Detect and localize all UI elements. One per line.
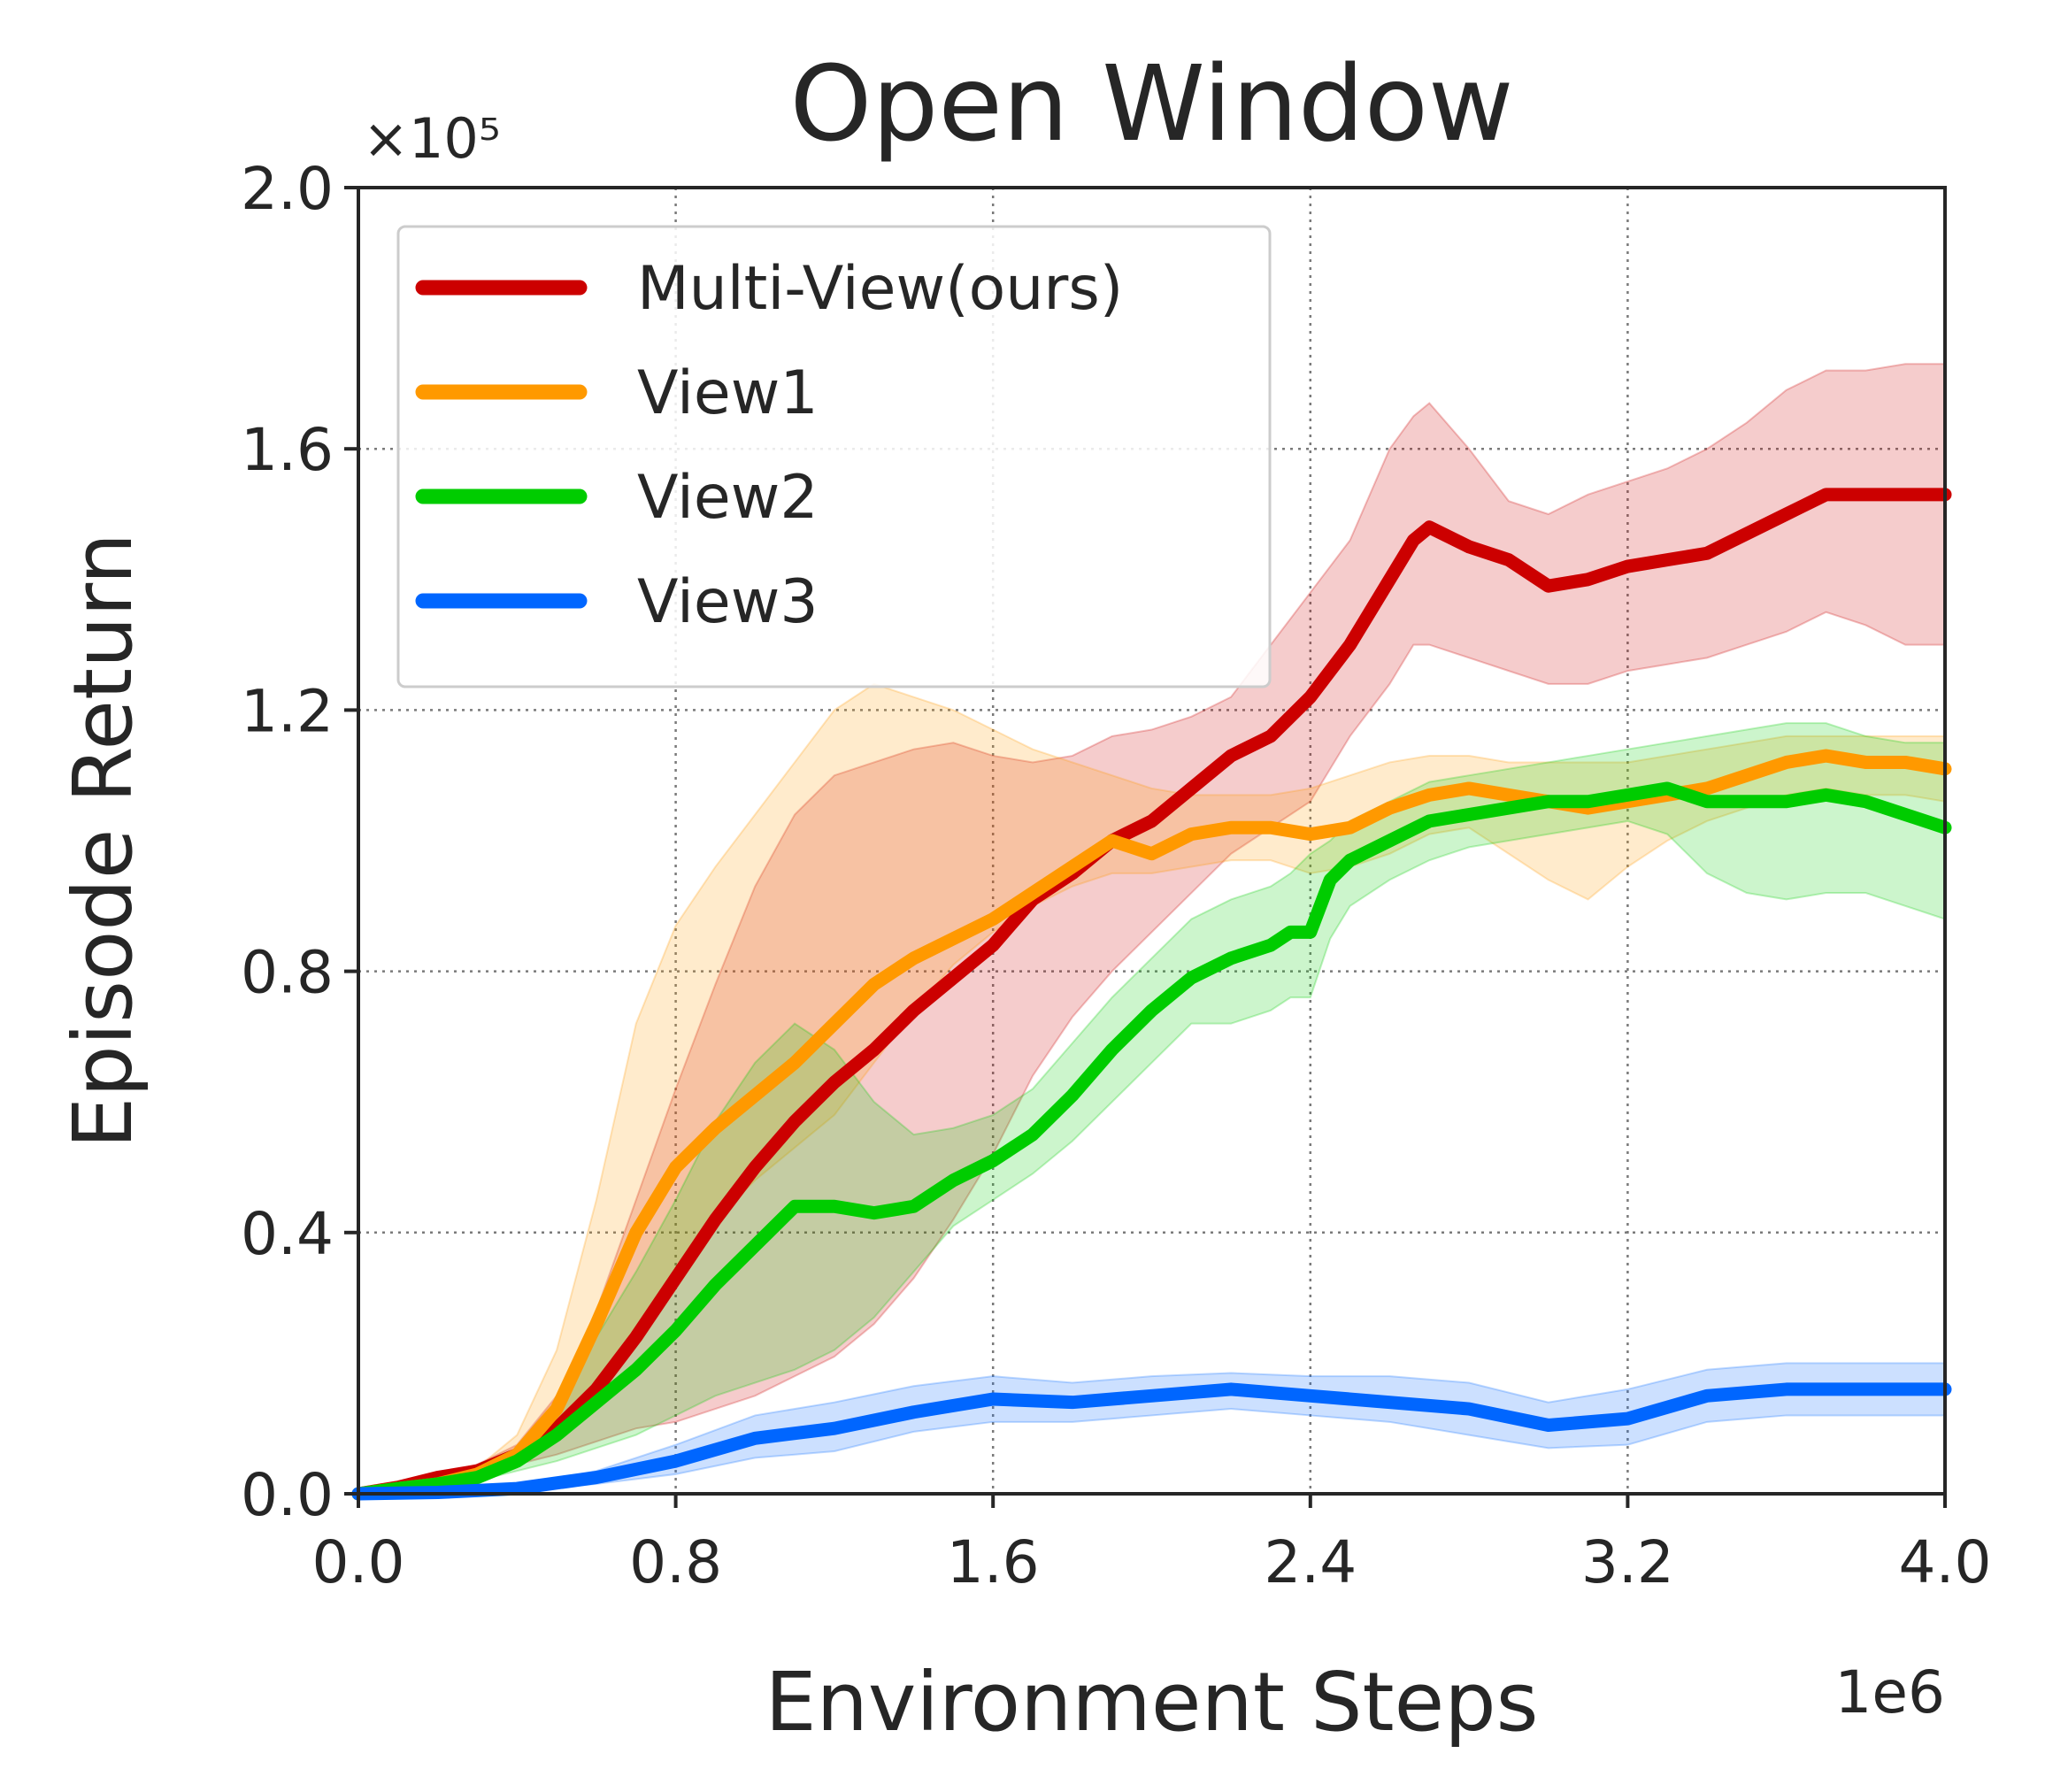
chart-title: Open Window [790, 42, 1514, 165]
y-tick-label: 1.6 [241, 416, 334, 484]
x-tick-label: 4.0 [1899, 1528, 1992, 1596]
x-axis-multiplier: 1e6 [1834, 1658, 1945, 1727]
legend: Multi-View(ours) View1 View2 View3 [398, 227, 1270, 687]
x-tick-label: 3.2 [1581, 1528, 1674, 1596]
y-axis-multiplier: ×10⁵ [363, 106, 501, 171]
legend-label: View1 [637, 358, 819, 428]
y-tick-label: 1.2 [241, 677, 334, 745]
x-axis-label: Environment Steps [765, 1655, 1538, 1750]
legend-label: View3 [637, 567, 819, 637]
legend-label: View2 [637, 463, 819, 533]
y-tick-label: 0.4 [241, 1200, 334, 1268]
y-tick-label: 0.8 [241, 939, 334, 1007]
x-tick-label: 1.6 [947, 1528, 1040, 1596]
y-tick-label: 2.0 [241, 155, 334, 223]
y-tick-label: 0.0 [241, 1461, 334, 1529]
legend-label: Multi-View(ours) [637, 254, 1123, 324]
x-tick-label: 0.8 [629, 1528, 722, 1596]
y-axis-label: Episode Return [56, 533, 150, 1149]
x-tick-label: 2.4 [1264, 1528, 1357, 1596]
x-tick-label: 0.0 [312, 1528, 405, 1596]
